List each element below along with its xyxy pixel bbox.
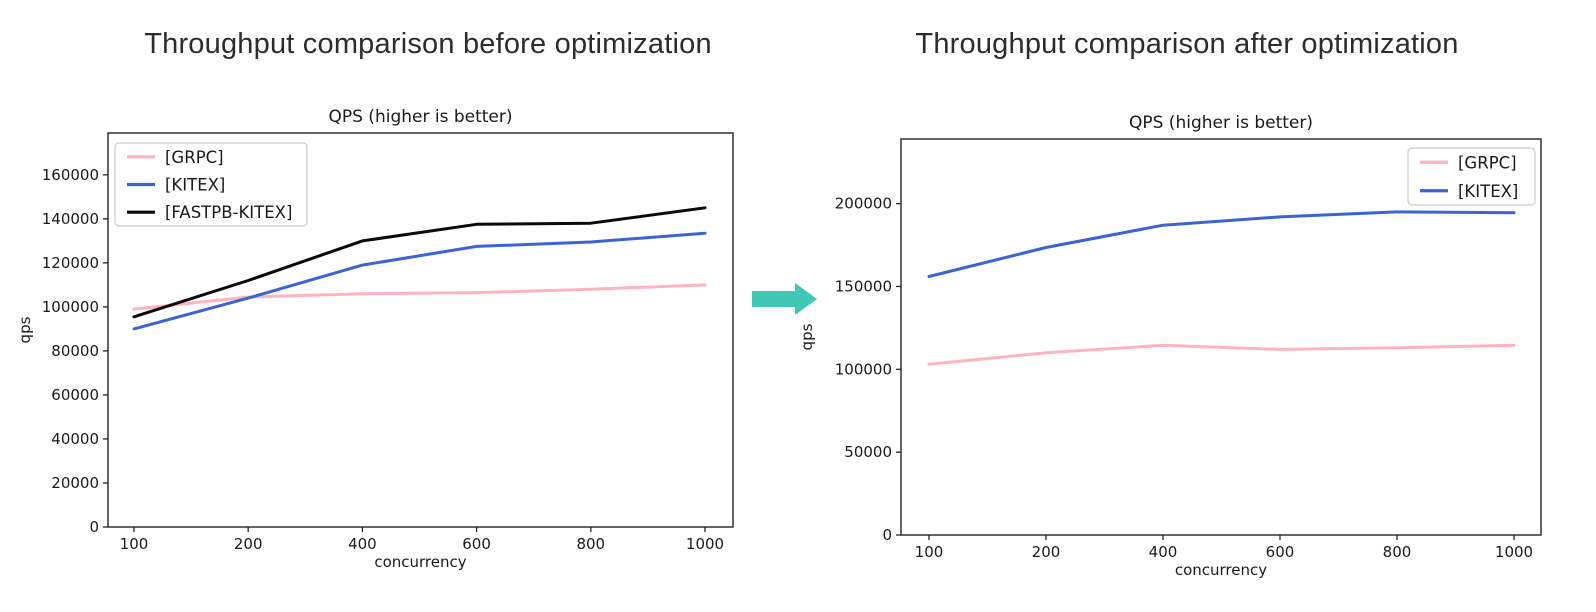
right-arrow-icon xyxy=(752,283,818,317)
y-tick-label: 20000 xyxy=(51,474,99,492)
series-line-kitex xyxy=(132,231,707,331)
legend-label: [GRPC] xyxy=(165,148,224,167)
x-tick-label: 1000 xyxy=(1495,543,1533,561)
after-optimization-title: Throughput comparison after optimization xyxy=(915,28,1459,60)
before-optimization-chart: 0 20000 40000 60000 80000 100000 120000 140000 1… xyxy=(16,107,734,571)
series-line-fastpb-kitex xyxy=(132,206,707,319)
chart-title: QPS (higher is better) xyxy=(1129,113,1313,133)
legend-label: [KITEX] xyxy=(165,176,225,195)
legend-label: [GRPC] xyxy=(1458,153,1517,172)
x-tick-label: 600 xyxy=(462,535,491,553)
x-axis-label: concurrency xyxy=(374,553,466,571)
x-tick-label: 200 xyxy=(234,535,263,553)
y-tick-label: 100000 xyxy=(42,298,99,316)
x-tick-label: 200 xyxy=(1032,543,1061,561)
legend-box xyxy=(114,142,308,227)
series-line-grpc xyxy=(927,343,1516,366)
y-tick-label: 0 xyxy=(882,526,892,544)
legend-label: [FASTPB-KITEX] xyxy=(165,203,292,222)
x-tick-label: 400 xyxy=(1149,543,1178,561)
y-tick-label: 50000 xyxy=(844,443,892,461)
plot-frame xyxy=(900,138,1542,536)
y-tick-label: 120000 xyxy=(42,254,99,272)
y-tick-label: 200000 xyxy=(835,195,892,213)
x-tick-label: 100 xyxy=(915,543,944,561)
y-tick-label: 150000 xyxy=(835,277,892,295)
y-axis-label: qps xyxy=(798,323,816,350)
x-tick-label: 600 xyxy=(1266,543,1295,561)
chart-title: QPS (higher is better) xyxy=(328,107,512,127)
x-tick-label: 400 xyxy=(348,535,377,553)
y-tick-label: 0 xyxy=(89,518,99,536)
y-tick-label: 160000 xyxy=(42,166,99,184)
y-tick-label: 40000 xyxy=(51,430,99,448)
y-tick-label: 100000 xyxy=(835,360,892,378)
x-tick-label: 1000 xyxy=(686,535,724,553)
x-tick-label: 800 xyxy=(1383,543,1412,561)
legend-label: [KITEX] xyxy=(1458,182,1518,201)
y-tick-label: 80000 xyxy=(51,342,99,360)
x-axis-label: concurrency xyxy=(1175,561,1267,579)
x-tick-label: 800 xyxy=(576,535,605,553)
y-axis-label: qps xyxy=(16,316,34,343)
series-line-grpc xyxy=(132,283,707,311)
y-tick-label: 140000 xyxy=(42,210,99,228)
y-tick-label: 60000 xyxy=(51,386,99,404)
before-optimization-title: Throughput comparison before optimizatio… xyxy=(144,28,712,60)
plot-frame xyxy=(107,132,734,528)
right-arrow-shape xyxy=(752,283,817,315)
series-line-kitex xyxy=(927,210,1516,278)
x-tick-label: 100 xyxy=(120,535,149,553)
